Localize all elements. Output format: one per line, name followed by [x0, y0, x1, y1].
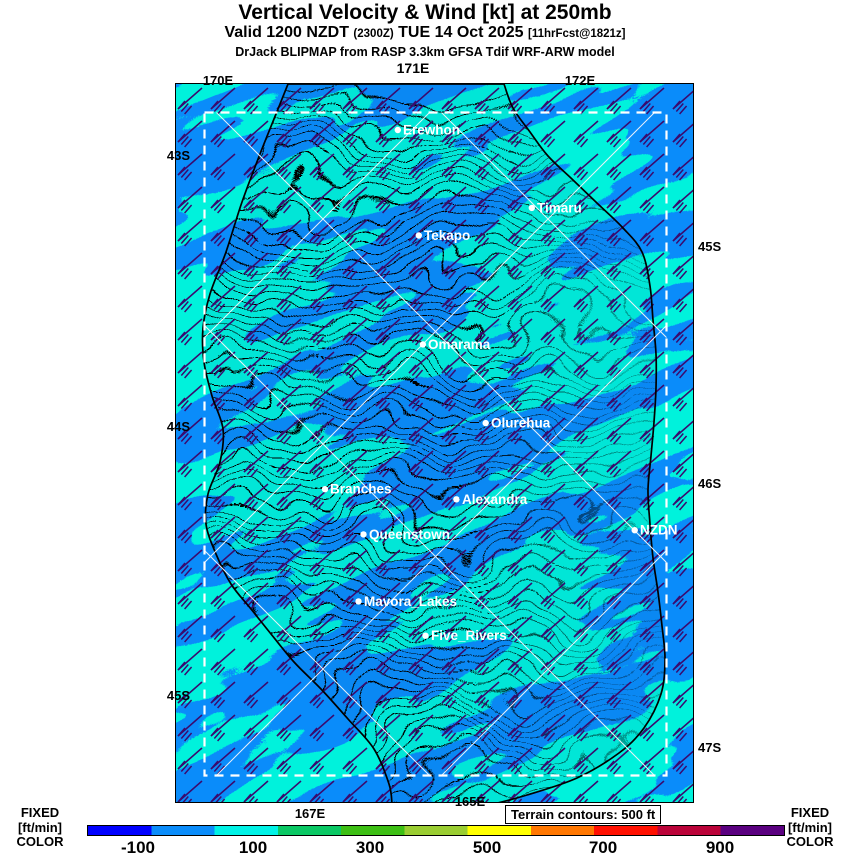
svg-text:Alexandra: Alexandra [462, 492, 528, 507]
svg-text:Timaru: Timaru [537, 200, 582, 215]
svg-text:Tekapo: Tekapo [424, 228, 470, 243]
svg-text:Omarama: Omarama [428, 337, 491, 352]
svg-text:Five_Rivers: Five_Rivers [431, 628, 507, 643]
svg-text:Mavora_Lakes: Mavora_Lakes [364, 594, 457, 609]
svg-text:Branches: Branches [330, 482, 392, 497]
svg-text:Queenstown: Queenstown [369, 527, 450, 542]
svg-text:Olurehua: Olurehua [491, 416, 551, 431]
svg-text:NZDN: NZDN [640, 523, 678, 538]
svg-text:Erewhon: Erewhon [403, 123, 460, 138]
